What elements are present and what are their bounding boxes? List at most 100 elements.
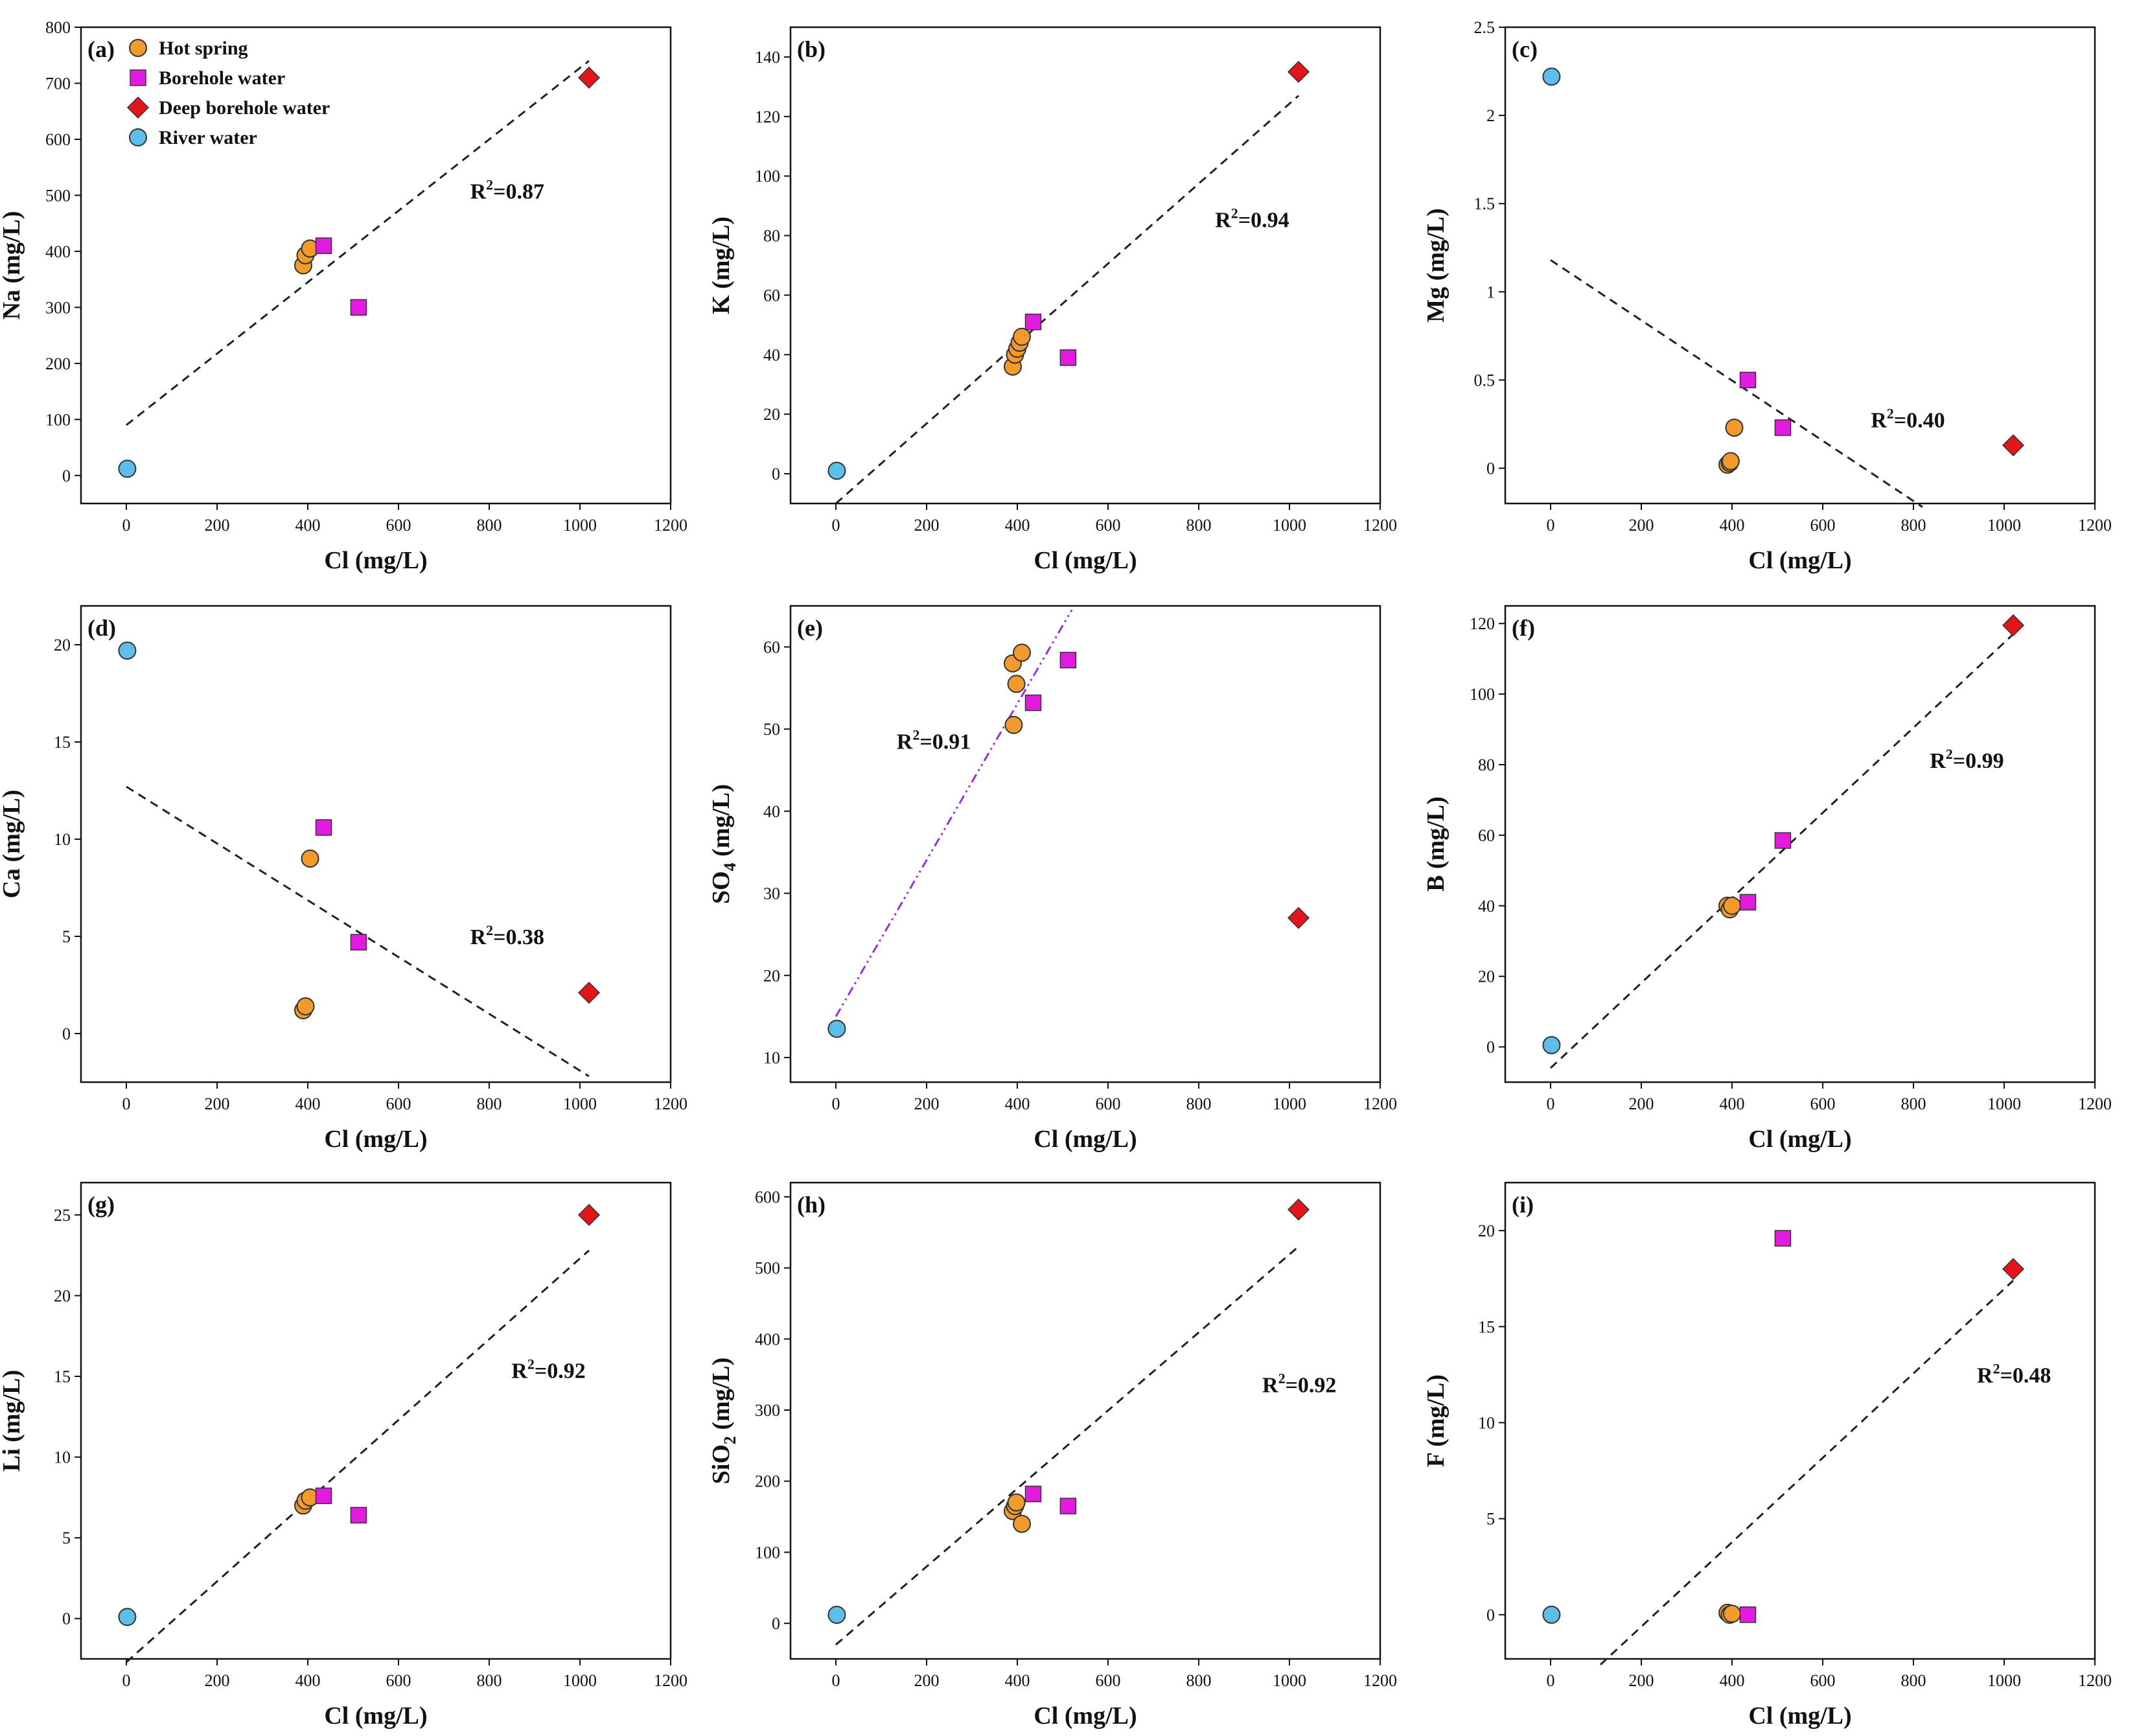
river-water-point bbox=[827, 1605, 846, 1624]
borehole-water-point bbox=[350, 1507, 367, 1524]
borehole-water-point bbox=[1739, 894, 1757, 911]
plot-frame bbox=[80, 1181, 672, 1660]
x-tick-label: 0 bbox=[1547, 1094, 1555, 1113]
y-axis-title: Na (mg/L) bbox=[0, 211, 25, 320]
x-tick-label: 600 bbox=[1810, 1671, 1836, 1690]
borehole-water-point bbox=[1739, 1606, 1757, 1623]
x-tick-label: 1200 bbox=[654, 1094, 687, 1113]
y-tick-label: 20 bbox=[1478, 1221, 1495, 1240]
regression-line bbox=[1550, 259, 1923, 508]
r2-label: R2=0.48 bbox=[1977, 1361, 2051, 1388]
y-tick-label: 500 bbox=[755, 1259, 780, 1278]
x-axis-title: Cl (mg/L) bbox=[324, 1702, 427, 1730]
x-tick-label: 200 bbox=[914, 1671, 940, 1690]
x-tick-label: 1200 bbox=[654, 516, 687, 535]
deep-borehole-water-point bbox=[577, 66, 601, 89]
y-tick-label: 20 bbox=[763, 966, 780, 985]
panel-d: 0 200 400 600 800 1000 1200 0 5 10 15 20 Cl (mg/L) Ca… bbox=[0, 605, 687, 1153]
x-tick-label: 600 bbox=[386, 1671, 411, 1690]
y-tick-label: 40 bbox=[763, 345, 780, 364]
x-tick-label: 400 bbox=[1720, 1671, 1745, 1690]
x-tick-label: 1000 bbox=[1987, 1094, 2021, 1113]
deep-borehole-water-point bbox=[2002, 1258, 2025, 1280]
panel-c: 0 200 400 600 800 1000 1200 0 0.5 1 1.5 2 2.5 Cl (mg/… bbox=[1422, 18, 2112, 574]
hot-spring-point bbox=[1721, 452, 1740, 470]
x-tick-label: 800 bbox=[1186, 1094, 1212, 1113]
panel-label: (d) bbox=[87, 615, 116, 641]
borehole-water-point bbox=[1739, 371, 1757, 389]
r2-label: R2=0.40 bbox=[1871, 405, 1945, 432]
y-tick-label: 800 bbox=[45, 18, 71, 37]
y-tick-label: 200 bbox=[755, 1472, 780, 1491]
x-tick-label: 0 bbox=[122, 516, 131, 535]
y-tick-label: 60 bbox=[1478, 826, 1495, 845]
panel-f: 0 200 400 600 800 1000 1200 0 20 40 60 80 100 120 Cl (… bbox=[1422, 605, 2112, 1153]
deep-borehole-water-point bbox=[2002, 614, 2025, 637]
borehole-water-point bbox=[1059, 1498, 1077, 1514]
y-tick-label: 100 bbox=[45, 410, 71, 429]
y-tick-label: 700 bbox=[45, 74, 71, 93]
x-tick-label: 400 bbox=[295, 516, 321, 535]
river-water-point bbox=[1542, 1036, 1561, 1054]
y-tick-label: 5 bbox=[1486, 1510, 1495, 1529]
x-tick-label: 0 bbox=[122, 1671, 131, 1690]
y-axis-title: K (mg/L) bbox=[708, 216, 735, 314]
x-tick-label: 1000 bbox=[563, 516, 597, 535]
x-tick-label: 400 bbox=[1005, 1094, 1030, 1113]
x-tick-label: 600 bbox=[386, 1094, 411, 1113]
x-tick-label: 200 bbox=[1629, 516, 1654, 535]
x-tick-label: 800 bbox=[477, 1094, 502, 1113]
y-tick-label: 5 bbox=[62, 927, 71, 946]
y-tick-label: 500 bbox=[45, 186, 71, 205]
x-axis-title: Cl (mg/L) bbox=[1748, 1126, 1851, 1153]
river-water-point bbox=[118, 642, 137, 660]
regression-line bbox=[835, 95, 1299, 505]
y-tick-label: 400 bbox=[45, 242, 71, 261]
hot-spring-point bbox=[1723, 896, 1741, 915]
x-tick-label: 600 bbox=[1810, 1094, 1836, 1113]
y-tick-label: 300 bbox=[45, 298, 71, 317]
x-tick-label: 1000 bbox=[563, 1671, 597, 1690]
r2-label: R2=0.91 bbox=[897, 727, 971, 754]
plot-frame bbox=[789, 605, 1381, 1083]
r2-label: R2=0.38 bbox=[470, 922, 544, 949]
hot-spring-point bbox=[1004, 715, 1023, 734]
y-tick-label: 10 bbox=[54, 830, 71, 849]
x-tick-label: 1200 bbox=[2078, 1671, 2112, 1690]
panel-label: (g) bbox=[87, 1192, 115, 1218]
legend-marker bbox=[130, 69, 146, 86]
y-tick-label: 10 bbox=[54, 1448, 71, 1467]
x-tick-label: 800 bbox=[1186, 1671, 1212, 1690]
deep-borehole-water-point bbox=[1287, 907, 1310, 929]
x-tick-label: 1000 bbox=[563, 1094, 597, 1113]
y-tick-label: 600 bbox=[45, 130, 71, 149]
y-tick-label: 0 bbox=[62, 467, 71, 485]
borehole-water-point bbox=[315, 1487, 332, 1505]
y-axis-title: Mg (mg/L) bbox=[1422, 208, 1450, 322]
panel-label: (a) bbox=[87, 36, 115, 62]
x-tick-label: 1200 bbox=[654, 1671, 687, 1690]
x-tick-label: 0 bbox=[832, 1094, 840, 1113]
hot-spring-point bbox=[1013, 1514, 1031, 1533]
y-tick-label: 20 bbox=[54, 1286, 71, 1305]
legend-label: Hot spring bbox=[159, 38, 248, 59]
y-tick-label: 50 bbox=[763, 720, 780, 739]
deep-borehole-water-point bbox=[2002, 434, 2025, 457]
y-tick-label: 30 bbox=[763, 885, 780, 903]
y-tick-label: 15 bbox=[54, 1367, 71, 1386]
river-water-point bbox=[1542, 1605, 1561, 1624]
y-axis-title: F (mg/L) bbox=[1422, 1374, 1450, 1467]
x-axis-title: Cl (mg/L) bbox=[324, 547, 427, 574]
x-tick-label: 800 bbox=[1901, 516, 1926, 535]
y-tick-label: 0 bbox=[1486, 459, 1495, 478]
legend-label: Deep borehole water bbox=[159, 97, 330, 119]
x-tick-label: 1200 bbox=[1363, 1671, 1397, 1690]
y-tick-label: 400 bbox=[755, 1330, 780, 1348]
panel-a: 0 200 400 600 800 1000 1200 0 100 200 300 400 500 600… bbox=[0, 18, 687, 574]
deep-borehole-water-point bbox=[577, 1203, 601, 1226]
y-tick-label: 20 bbox=[763, 405, 780, 424]
panel-label: (f) bbox=[1512, 615, 1535, 641]
x-tick-label: 800 bbox=[1901, 1094, 1926, 1113]
y-tick-label: 200 bbox=[45, 354, 71, 373]
y-axis-title: Li (mg/L) bbox=[0, 1370, 25, 1472]
